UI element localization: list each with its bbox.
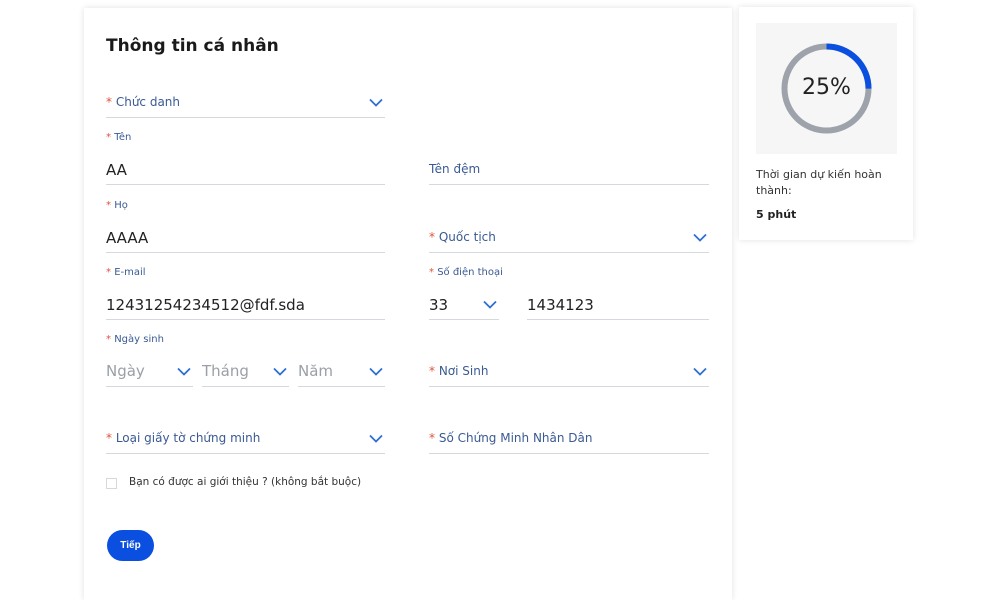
personal-info-card: Thông tin cá nhân * Chức danh * Tên AA T… bbox=[84, 8, 732, 600]
page-title: Thông tin cá nhân bbox=[106, 36, 279, 56]
nationality-select[interactable]: * Quốc tịch bbox=[429, 222, 709, 253]
phone-number-field[interactable]: 1434123 bbox=[527, 289, 709, 320]
progress-ring bbox=[781, 43, 872, 134]
chevron-down-icon bbox=[369, 434, 383, 443]
birthplace-select[interactable]: * Nơi Sinh bbox=[429, 356, 709, 387]
chevron-down-icon bbox=[693, 233, 707, 242]
dob-month-select[interactable]: Tháng bbox=[202, 356, 289, 387]
phone-code-select[interactable]: * Số điện thoại 33 bbox=[429, 267, 503, 320]
progress-percent: 25% bbox=[802, 75, 851, 100]
email-value[interactable]: 12431254234512@fdf.sda bbox=[106, 296, 305, 314]
id-number-field[interactable]: * Số Chứng Minh Nhân Dân bbox=[429, 423, 709, 454]
referral-label[interactable]: Bạn có được ai giới thiệu ? (không bắt b… bbox=[129, 476, 362, 488]
phone-number-value[interactable]: 1434123 bbox=[527, 296, 594, 314]
chevron-down-icon bbox=[273, 367, 287, 376]
referral-checkbox[interactable] bbox=[106, 478, 117, 489]
job-title-select[interactable]: * Chức danh bbox=[106, 87, 385, 118]
next-button[interactable]: Tiếp bbox=[107, 530, 154, 561]
progress-card: 25% Thời gian dự kiến hoàn thành: 5 phút bbox=[739, 7, 913, 240]
dob-day-select[interactable]: * Ngày sinh Ngày bbox=[106, 334, 193, 387]
first-name-value[interactable]: AA bbox=[106, 161, 127, 179]
progress-panel: 25% bbox=[756, 23, 897, 154]
chevron-down-icon bbox=[693, 367, 707, 376]
chevron-down-icon bbox=[369, 98, 383, 107]
chevron-down-icon bbox=[369, 367, 383, 376]
estimated-time-value: 5 phút bbox=[756, 208, 797, 221]
chevron-down-icon bbox=[177, 367, 191, 376]
progress-fill bbox=[781, 43, 872, 134]
last-name-field[interactable]: * Họ AAAA bbox=[106, 200, 385, 253]
first-name-field[interactable]: * Tên AA bbox=[106, 132, 385, 185]
id-type-select[interactable]: * Loại giấy tờ chứng minh bbox=[106, 423, 385, 454]
last-name-value[interactable]: AAAA bbox=[106, 229, 149, 247]
email-field[interactable]: * E-mail 12431254234512@fdf.sda bbox=[106, 267, 385, 320]
dob-year-select[interactable]: Năm bbox=[298, 356, 385, 387]
estimated-time-label: Thời gian dự kiến hoàn thành: bbox=[756, 168, 882, 197]
middle-name-field[interactable]: Tên đệm bbox=[429, 154, 709, 185]
chevron-down-icon bbox=[483, 300, 497, 309]
phone-code-value: 33 bbox=[429, 296, 449, 314]
